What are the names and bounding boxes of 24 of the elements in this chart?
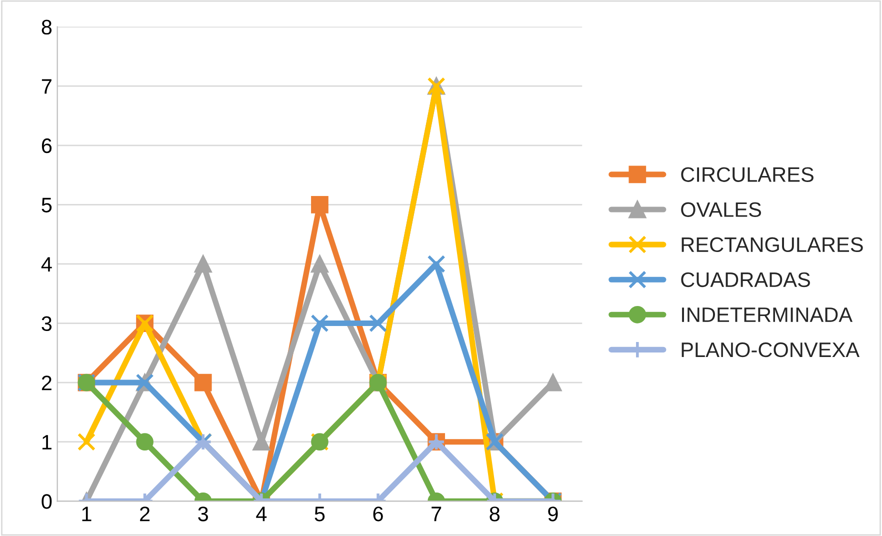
x-tick-label: 4 [256, 506, 267, 522]
x-tick-label: 3 [198, 506, 208, 522]
y-tick-label: 3 [42, 316, 52, 332]
x-tick-label: 6 [373, 506, 383, 522]
y-tick-label: 8 [42, 20, 52, 35]
legend-label: INDETERMINADA [682, 308, 853, 322]
y-tick-label: 2 [42, 376, 52, 390]
y-tick-label: 7 [42, 79, 52, 94]
y-tick-label: 6 [42, 138, 52, 154]
x-tick-label: 1 [82, 506, 92, 522]
y-tick-label: 1 [42, 435, 52, 450]
legend-label: RECTANGULARES [682, 237, 863, 252]
x-tick-label: 2 [140, 506, 150, 522]
x-tick-label: 5 [314, 506, 325, 522]
legend-label: CUADRADAS [681, 272, 810, 288]
legend-label: PLANO-CONVEXA [682, 342, 860, 358]
legend-label: OVALES [681, 202, 761, 218]
y-tick-label: 5 [42, 198, 52, 212]
y-tick-label: 4 [41, 257, 52, 272]
y-tick-label: 0 [42, 494, 52, 509]
x-tick-label: 7 [432, 506, 442, 522]
x-tick-label: 8 [490, 506, 500, 522]
legend-label: CIRCULARES [681, 167, 814, 182]
x-tick-label: 9 [548, 506, 558, 522]
